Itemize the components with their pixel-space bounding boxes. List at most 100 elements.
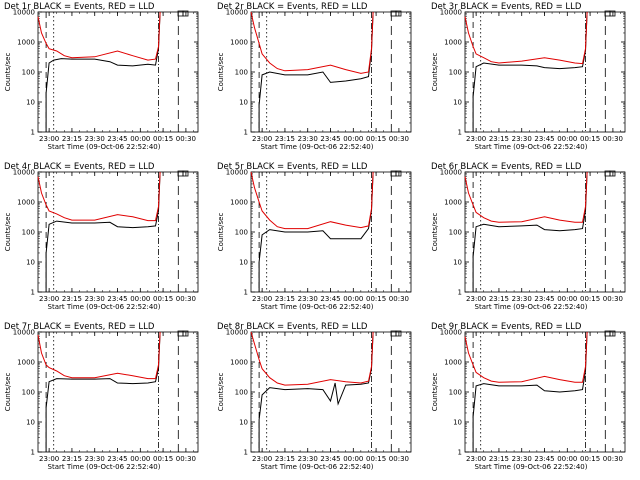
y-tick-label: 100 — [22, 389, 35, 397]
x-tick-label: 23:45 — [320, 455, 340, 463]
x-tick-label: 23:45 — [534, 135, 554, 143]
x-axis-label: Start Time (09-Oct-06 22:52:40) — [48, 303, 161, 311]
y-tick-label: 1 — [458, 289, 462, 297]
x-tick-label: 00:15 — [153, 295, 173, 303]
x-axis-label: Start Time (09-Oct-06 22:52:40) — [475, 463, 588, 471]
series-line-lld — [250, 331, 374, 386]
y-tick-label: 10 — [453, 259, 462, 267]
x-tick-label: 00:30 — [603, 295, 623, 303]
x-tick-label: 23:15 — [62, 295, 82, 303]
chart-panel: Det 1r BLACK = Events, RED = LLD 1 10 100 10… — [4, 2, 199, 151]
x-tick-label: 00:30 — [603, 135, 623, 143]
chart-panel: Det 2r BLACK = Events, RED = LLD 1 10 100 10… — [217, 2, 412, 151]
y-tick-label: 1 — [31, 129, 35, 137]
y-tick-label: 1 — [31, 449, 35, 457]
series-line-events — [45, 11, 161, 132]
x-tick-label: 23:15 — [489, 135, 509, 143]
chart-title: Det 1r BLACK = Events, RED = LLD — [4, 2, 155, 12]
chart-title: Det 7r BLACK = Events, RED = LLD — [4, 322, 155, 332]
series-line-lld — [37, 171, 161, 222]
x-tick-label: 23:15 — [275, 135, 295, 143]
x-tick-label: 23:45 — [107, 295, 127, 303]
x-tick-label: 23:00 — [252, 295, 272, 303]
y-tick-label: 10000 — [226, 169, 248, 177]
y-tick-label: 10 — [239, 99, 248, 107]
x-tick-label: 00:30 — [176, 295, 196, 303]
x-tick-label: 00:30 — [389, 455, 409, 463]
y-tick-label: 10 — [453, 99, 462, 107]
y-tick-label: 10000 — [440, 329, 462, 337]
x-tick-label: 23:45 — [320, 135, 340, 143]
y-tick-label: 1000 — [17, 359, 35, 367]
x-tick-label: 23:15 — [62, 135, 82, 143]
x-tick-label: 00:30 — [389, 135, 409, 143]
marker-box — [395, 170, 402, 177]
marker-box — [609, 330, 616, 337]
y-tick-label: 1 — [458, 449, 462, 457]
plot-frame — [37, 331, 199, 453]
x-tick-label: 23:00 — [39, 295, 59, 303]
y-tick-label: 1 — [244, 449, 248, 457]
series-line-lld — [250, 171, 374, 230]
series-line-events — [472, 171, 588, 292]
x-tick-label: 23:00 — [466, 455, 486, 463]
x-tick-label: 23:30 — [85, 455, 105, 463]
x-tick-label: 23:45 — [107, 135, 127, 143]
chart-title: Det 3r BLACK = Events, RED = LLD — [431, 2, 582, 12]
x-tick-label: 00:15 — [366, 455, 386, 463]
chart-panel: Det 7r BLACK = Events, RED = LLD 1 10 100 10… — [4, 322, 199, 471]
marker-box — [609, 170, 616, 177]
x-axis-label: Start Time (09-Oct-06 22:52:40) — [48, 143, 161, 151]
x-tick-label: 23:30 — [512, 455, 532, 463]
y-tick-label: 100 — [22, 69, 35, 77]
y-axis-label: Counts/sec — [217, 373, 225, 412]
y-axis-label: Counts/sec — [217, 213, 225, 252]
plot-frame — [250, 171, 412, 293]
x-tick-label: 23:00 — [39, 455, 59, 463]
x-tick-label: 00:00 — [130, 295, 150, 303]
y-tick-label: 1000 — [230, 359, 248, 367]
x-tick-label: 00:00 — [557, 135, 577, 143]
y-tick-label: 100 — [449, 69, 462, 77]
y-tick-label: 10000 — [226, 329, 248, 337]
x-tick-label: 23:00 — [252, 455, 272, 463]
x-tick-label: 00:00 — [343, 455, 363, 463]
x-tick-label: 23:30 — [298, 135, 318, 143]
y-tick-label: 10 — [239, 259, 248, 267]
plot-frame — [250, 331, 412, 453]
chart-panel: Det 3r BLACK = Events, RED = LLD 1 10 100 10… — [431, 2, 626, 151]
chart-panel: Det 6r BLACK = Events, RED = LLD 1 10 100 10… — [431, 162, 626, 311]
x-tick-label: 00:00 — [343, 135, 363, 143]
series-line-lld — [464, 11, 588, 65]
x-tick-label: 23:30 — [512, 135, 532, 143]
x-tick-label: 23:30 — [298, 455, 318, 463]
series-line-lld — [250, 11, 374, 74]
y-tick-label: 1000 — [444, 199, 462, 207]
x-tick-label: 00:15 — [153, 455, 173, 463]
y-axis-label: Counts/sec — [4, 213, 12, 252]
x-tick-label: 00:15 — [580, 135, 600, 143]
x-tick-label: 00:00 — [130, 135, 150, 143]
series-line-lld — [464, 171, 588, 223]
y-tick-label: 10000 — [13, 169, 35, 177]
x-tick-label: 23:30 — [298, 295, 318, 303]
x-tick-label: 00:15 — [153, 135, 173, 143]
x-tick-label: 23:30 — [85, 295, 105, 303]
plot-frame — [464, 171, 626, 293]
series-line-lld — [37, 331, 161, 380]
x-tick-label: 00:00 — [343, 295, 363, 303]
y-tick-label: 10 — [26, 419, 35, 427]
x-axis-label: Start Time (09-Oct-06 22:52:40) — [475, 143, 588, 151]
x-tick-label: 00:30 — [176, 455, 196, 463]
x-axis-label: Start Time (09-Oct-06 22:52:40) — [261, 463, 374, 471]
chart-title: Det 5r BLACK = Events, RED = LLD — [217, 162, 368, 172]
x-tick-label: 23:15 — [62, 455, 82, 463]
plot-frame — [37, 171, 199, 293]
y-tick-label: 1000 — [444, 359, 462, 367]
marker-box — [182, 330, 189, 337]
y-tick-label: 10 — [453, 419, 462, 427]
plot-frame — [464, 11, 626, 133]
y-tick-label: 1000 — [17, 39, 35, 47]
y-axis-label: Counts/sec — [4, 373, 12, 412]
